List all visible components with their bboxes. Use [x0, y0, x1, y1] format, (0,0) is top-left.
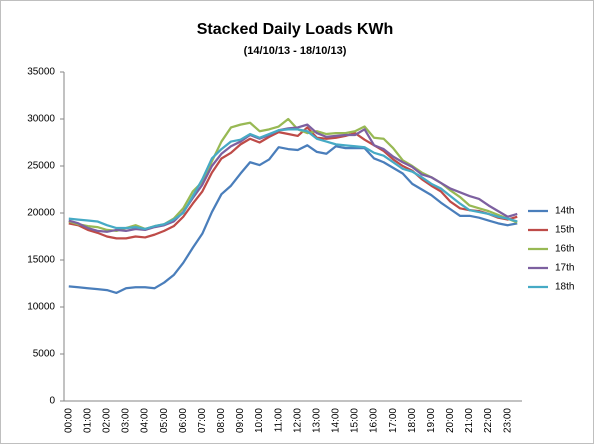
- y-tick-label: 25000: [27, 161, 55, 172]
- x-tick-label: 23:00: [502, 408, 513, 433]
- legend-label: 15th: [555, 225, 574, 236]
- legend-label: 14th: [555, 206, 574, 217]
- chart-title: Stacked Daily Loads KWh: [197, 21, 394, 38]
- series-line: [68, 128, 518, 231]
- x-tick-label: 21:00: [464, 408, 475, 433]
- x-tick-label: 11:00: [273, 408, 284, 433]
- x-tick-label: 09:00: [235, 408, 246, 433]
- x-tick-label: 17:00: [388, 408, 399, 433]
- x-tick-label: 14:00: [331, 408, 342, 433]
- x-tick-label: 13:00: [311, 408, 322, 433]
- x-tick-label: 02:00: [102, 408, 113, 433]
- y-tick-label: 0: [49, 396, 55, 407]
- x-tick-label: 19:00: [426, 408, 437, 433]
- legend-label: 17th: [555, 263, 574, 274]
- x-tick-label: 10:00: [254, 408, 265, 433]
- x-tick-label: 08:00: [216, 408, 227, 433]
- y-tick-label: 15000: [27, 255, 55, 266]
- y-tick-label: 20000: [27, 208, 55, 219]
- x-tick-label: 15:00: [350, 408, 361, 433]
- y-tick-label: 35000: [27, 67, 55, 78]
- x-tick-label: 20:00: [445, 408, 456, 433]
- x-tick-label: 00:00: [63, 408, 74, 433]
- legend-label: 16th: [555, 244, 574, 255]
- x-tick-label: 18:00: [407, 408, 418, 433]
- series-line: [68, 126, 518, 240]
- y-tick-label: 30000: [27, 114, 55, 125]
- series-line: [68, 144, 518, 295]
- legend-label: 18th: [555, 282, 574, 293]
- x-tick-label: 22:00: [483, 408, 494, 433]
- x-tick-label: 16:00: [369, 408, 380, 433]
- y-tick-label: 5000: [33, 349, 56, 360]
- x-tick-label: 05:00: [159, 408, 170, 433]
- x-tick-label: 06:00: [178, 408, 189, 433]
- x-tick-label: 03:00: [121, 408, 132, 433]
- x-tick-label: 01:00: [82, 408, 93, 433]
- chart-subtitle: (14/10/13 - 18/10/13): [244, 45, 347, 57]
- x-tick-label: 12:00: [292, 408, 303, 433]
- x-tick-label: 07:00: [197, 408, 208, 433]
- x-tick-label: 04:00: [140, 408, 151, 433]
- y-tick-label: 10000: [27, 302, 55, 313]
